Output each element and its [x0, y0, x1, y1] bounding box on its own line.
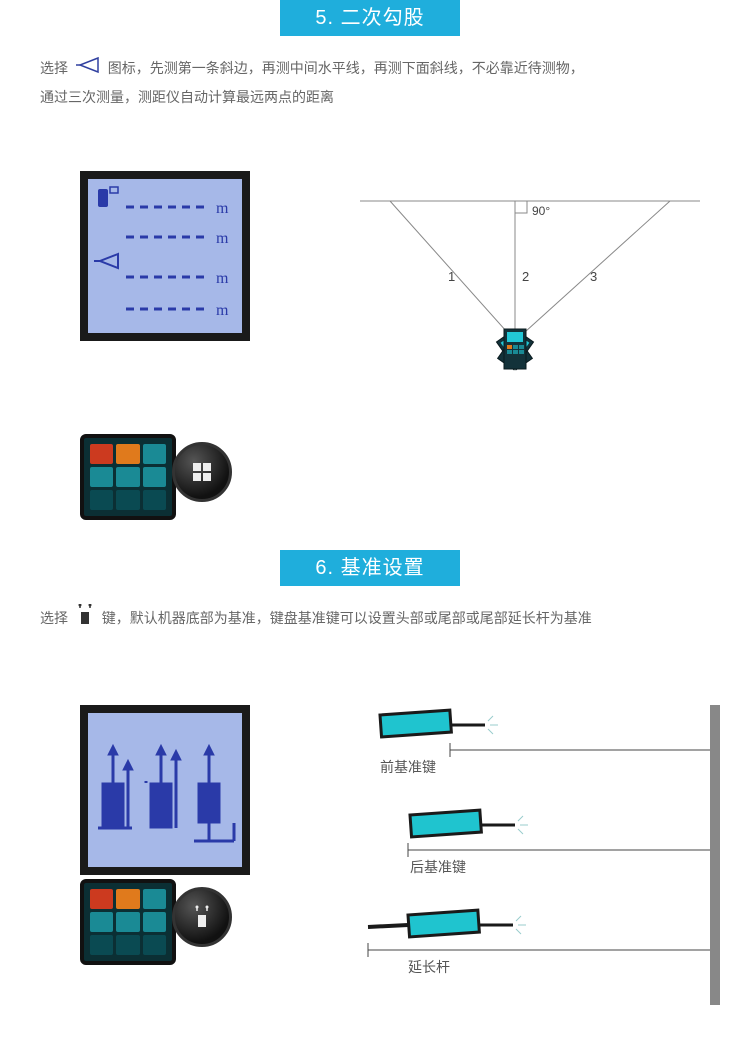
section6-device-keypad — [80, 879, 200, 965]
section5-lcd: m m m m — [80, 171, 250, 341]
section5-desc: 选择 图标，先测第一条斜边，再测中间水平线，再测下面斜线，不必靠近待测物， 通过… — [0, 36, 740, 121]
svg-text:1: 1 — [448, 269, 455, 284]
desc-text-line2: 通过三次测量，测距仪自动计算最远两点的距离 — [40, 89, 334, 105]
section5-header: 5. 二次勾股 — [280, 0, 460, 36]
section5-device-keypad — [80, 434, 200, 520]
svg-text:2: 2 — [522, 269, 529, 284]
reference-key-icon — [76, 604, 94, 635]
svg-text:m: m — [216, 200, 229, 217]
reference-diagram-set: 前基准键 后基准键 延长杆 — [360, 705, 700, 1008]
svg-text:3: 3 — [590, 269, 597, 284]
desc-text-post: 图标，先测第一条斜边，再测中间水平线，再测下面斜线，不必靠近待测物， — [108, 60, 584, 76]
pythagoras-diagram: 90° 1 2 3 — [360, 171, 700, 394]
ref-label-ext: 延长杆 — [408, 957, 450, 977]
svg-text:m: m — [216, 302, 229, 319]
lens-grid-icon — [172, 442, 232, 502]
svg-text:m: m — [216, 270, 229, 287]
desc6-post: 键，默认机器底部为基准，键盘基准键可以设置头部或尾部或尾部延长杆为基准 — [102, 611, 592, 627]
section6-lcd — [80, 705, 250, 875]
desc6-pre: 选择 — [40, 611, 68, 627]
lens-reference-icon — [172, 887, 232, 947]
section6-header: 6. 基准设置 — [280, 550, 460, 586]
triangle-select-icon — [76, 55, 100, 83]
svg-text:m: m — [216, 230, 229, 247]
ref-label-rear: 后基准键 — [410, 857, 466, 877]
desc-text-pre: 选择 — [40, 60, 68, 76]
section6-desc: 选择 键，默认机器底部为基准，键盘基准键可以设置头部或尾部或尾部延长杆为基准 — [0, 586, 740, 645]
svg-text:90°: 90° — [532, 204, 550, 218]
ref-label-front: 前基准键 — [380, 757, 436, 777]
